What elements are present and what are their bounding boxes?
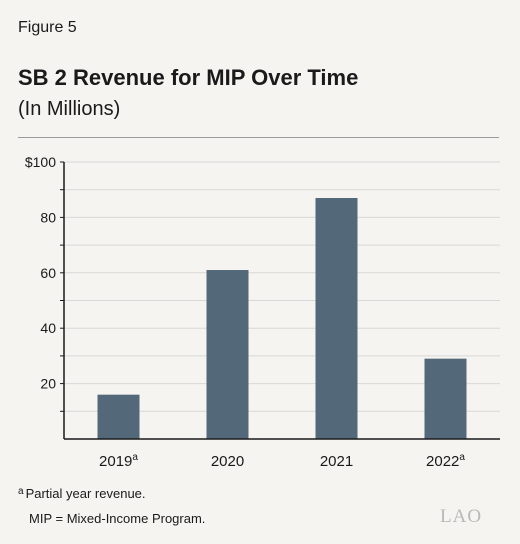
y-tick-label: $100 (25, 154, 56, 170)
chart-title: SB 2 Revenue for MIP Over Time (18, 65, 359, 90)
figure-label: Figure 5 (18, 19, 77, 36)
footnote-mip-definition: MIP = Mixed-Income Program. (29, 511, 206, 526)
y-tick-label: 80 (40, 209, 56, 225)
bar-2020 (206, 270, 249, 439)
x-tick-label: 2019a (99, 452, 138, 470)
y-tick-label: 40 (40, 320, 56, 336)
x-tick-label: 2021 (320, 453, 353, 470)
footnote-text: Partial year revenue. (25, 486, 146, 501)
lao-logo: LAO (440, 506, 483, 527)
chart-subtitle: (In Millions) (18, 98, 121, 120)
bar-2019 (97, 394, 140, 439)
bar-2022 (424, 358, 467, 439)
y-tick-label: 60 (40, 265, 56, 281)
x-tick-superscript: a (132, 452, 138, 463)
bar-chart: 20 40 60 80 $100 2019a 2020 2021 2022a (25, 154, 500, 470)
footnote-partial-year: a Partial year revenue. (18, 486, 146, 501)
title-divider (18, 137, 499, 138)
x-tick-label: 2022a (426, 452, 465, 470)
x-tick-superscript: a (459, 452, 465, 463)
x-tick-label: 2020 (211, 453, 244, 470)
bar-2021 (315, 198, 358, 439)
footnote-marker: a (18, 486, 24, 497)
y-tick-label: 20 (40, 376, 56, 392)
